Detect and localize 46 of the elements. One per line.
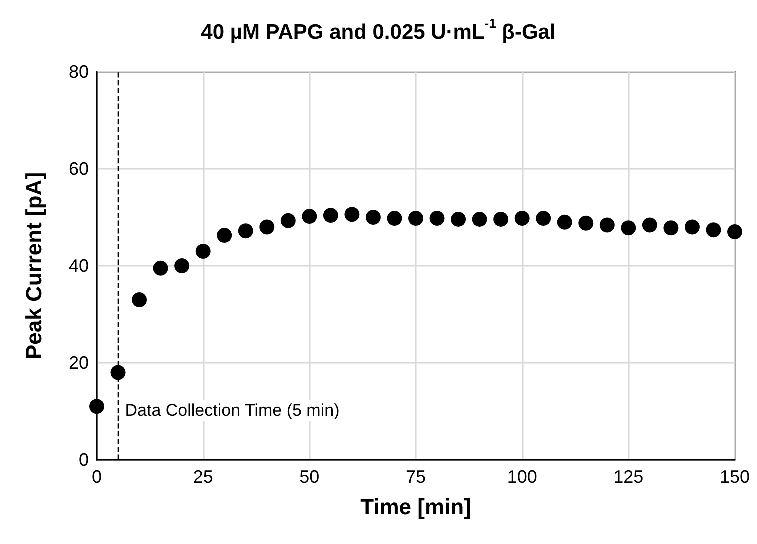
point [621,220,636,236]
point [366,210,381,225]
point [260,220,275,235]
point [90,399,104,414]
point [430,210,445,226]
point [514,210,530,226]
x-tick-label: 125 [614,467,644,487]
x-tick-label: 50 [300,467,320,487]
y-tick-label: 60 [68,159,89,179]
x-tick-label: 25 [193,467,214,487]
point [642,218,658,233]
point [238,224,254,239]
point [217,228,232,243]
point [387,210,402,226]
point [280,213,296,228]
point [408,210,424,226]
x-tick-label: 75 [406,467,426,487]
point [132,292,148,308]
y-tick-label: 40 [68,256,89,276]
point [578,216,594,231]
y-axis-title: Peak Current [pA] [22,172,46,360]
point [472,212,488,227]
point [728,224,742,240]
point [302,209,318,224]
point [196,244,211,259]
x-tick-label: 100 [507,467,538,487]
point [451,212,466,227]
x-tick-label: 0 [92,467,102,487]
point [664,220,679,236]
x-axis-title: Time [min] [360,494,472,520]
point [110,365,126,380]
x-tick-label: 150 [720,467,750,487]
point [494,212,509,227]
point [153,260,168,276]
y-tick-label: 0 [78,450,89,470]
point [536,210,552,226]
point [600,218,615,233]
point [684,220,700,235]
point [323,208,338,224]
point [557,214,572,230]
point [174,258,190,274]
point [344,207,360,222]
y-tick-label: 20 [68,353,89,373]
ref-line-label: Data Collection Time (5 min) [125,401,340,420]
y-tick-label: 80 [68,62,89,82]
point [706,222,722,238]
